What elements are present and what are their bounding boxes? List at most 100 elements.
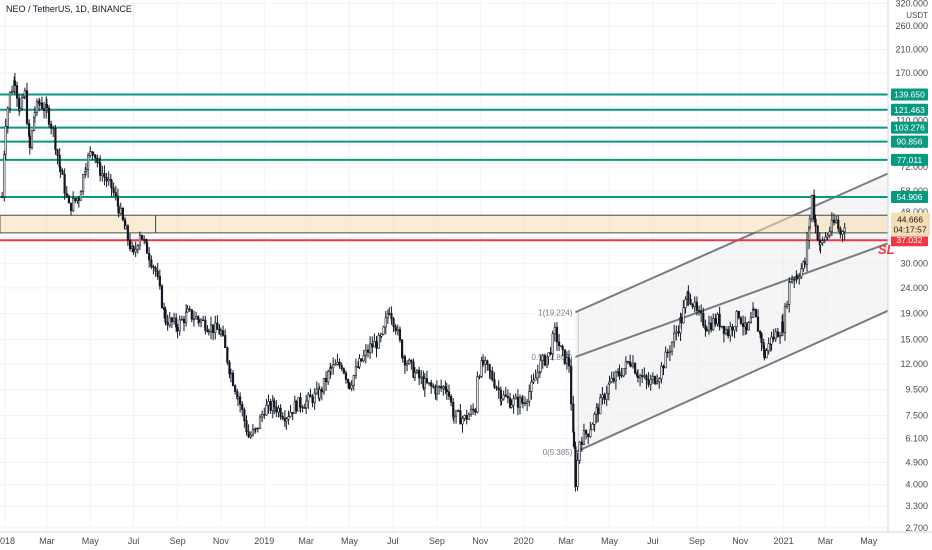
time-tick-label: May	[860, 536, 878, 546]
candle-body	[3, 154, 6, 198]
candle-body	[124, 225, 127, 230]
candle-body	[752, 308, 755, 311]
candle-body	[309, 394, 312, 398]
candle-body	[221, 330, 225, 336]
candle-body	[338, 361, 341, 366]
candle-body	[143, 239, 146, 241]
candle-body	[467, 414, 470, 420]
time-tick-label: Jul	[387, 536, 399, 546]
candle-body	[170, 317, 174, 322]
candle-body	[788, 281, 791, 305]
candle-body	[291, 411, 294, 414]
candle-body	[89, 151, 92, 156]
candle-body	[516, 396, 519, 408]
candle-body	[682, 307, 685, 324]
price-series	[1, 72, 846, 492]
candle-body	[40, 102, 44, 109]
candle-body	[354, 366, 358, 376]
candle-body	[163, 307, 166, 310]
candle-body	[241, 404, 244, 411]
candle-body	[384, 317, 387, 328]
candle-body	[219, 330, 223, 335]
time-axis[interactable]: 2018 Mar May Jul Sep Nov 2019 Mar May Jul Sep Nov 20…	[0, 536, 878, 546]
time-tick-label: Mar	[818, 536, 834, 546]
candle-body	[737, 311, 740, 319]
candle-body	[795, 276, 799, 279]
candle-body	[440, 386, 443, 389]
candle-body	[119, 208, 122, 214]
candle-body	[549, 352, 552, 355]
candle-body	[506, 396, 510, 399]
candle-body	[101, 173, 104, 176]
candle-body	[539, 360, 542, 373]
channel-level-label: 0(5.385)	[543, 448, 573, 457]
candle-body	[72, 198, 75, 211]
candle-body	[469, 408, 473, 416]
candle-body	[695, 301, 699, 311]
candle-body	[587, 433, 590, 437]
candle-body	[1, 196, 4, 198]
candle-body	[145, 242, 149, 254]
candle-body	[612, 377, 615, 382]
candle-body	[47, 107, 51, 125]
candle-body	[741, 323, 745, 328]
candle-body	[315, 388, 318, 394]
candle-body	[380, 333, 383, 337]
candle-body	[622, 368, 625, 377]
price-tick-label: 260.000	[895, 21, 928, 31]
time-tick-label: May	[341, 536, 359, 546]
candle-body	[810, 194, 814, 220]
candle-body	[570, 365, 573, 405]
level-tag-bg	[891, 121, 928, 134]
candle-body	[207, 331, 210, 333]
price-tick-label: 3.300	[905, 501, 928, 511]
candle-body	[735, 311, 738, 328]
candle-body	[320, 389, 323, 393]
candle-body	[828, 231, 831, 236]
candle-body	[265, 405, 268, 416]
candle-body	[843, 227, 846, 232]
candle-body	[816, 225, 819, 241]
channel-line	[575, 309, 889, 453]
candle-body	[216, 322, 219, 330]
candle-body	[382, 326, 385, 335]
candle-body	[197, 319, 201, 323]
candle-body	[714, 318, 717, 325]
candle-body	[388, 313, 391, 315]
candle-body	[128, 239, 132, 250]
candle-body	[754, 308, 757, 318]
candle-body	[91, 151, 95, 155]
candle-body	[484, 360, 487, 365]
level-tag: 54.906	[897, 192, 923, 202]
candle-body	[375, 341, 378, 349]
candle-body	[267, 401, 270, 406]
time-tick-label: May	[601, 536, 619, 546]
candle-body	[442, 386, 445, 389]
candle-body	[324, 377, 328, 383]
candle-body	[563, 349, 566, 364]
candle-body	[369, 343, 372, 353]
candle-body	[279, 407, 282, 417]
candle-body	[457, 410, 460, 412]
time-tick-label: May	[82, 536, 100, 546]
last-price-value: 44.666	[897, 215, 923, 225]
horizontal-levels	[0, 93, 888, 242]
candle-body	[224, 335, 227, 348]
candle-body	[641, 375, 644, 377]
candle-body	[541, 355, 544, 361]
candle-body	[25, 90, 29, 124]
stop-loss-annotation: SL	[878, 242, 895, 257]
candle-body	[35, 101, 39, 113]
candle-body	[52, 127, 55, 130]
time-tick-label: Mar	[298, 536, 314, 546]
price-axis[interactable]: 320.000260.000210.000170.000140.000110.0…	[895, 0, 928, 533]
candle-body	[724, 329, 728, 334]
candle-body	[360, 358, 363, 362]
candle-body	[303, 407, 306, 409]
candle-body	[297, 397, 300, 412]
candle-body	[510, 404, 513, 408]
candle-body	[178, 319, 181, 332]
candle-body	[776, 331, 779, 338]
candle-body	[798, 276, 801, 279]
